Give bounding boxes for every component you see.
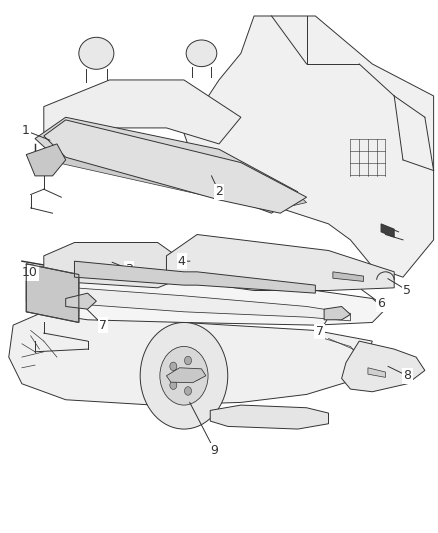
Polygon shape xyxy=(166,235,394,290)
Polygon shape xyxy=(74,261,315,293)
Polygon shape xyxy=(26,144,66,176)
Polygon shape xyxy=(184,16,434,277)
Circle shape xyxy=(140,322,228,429)
Ellipse shape xyxy=(79,37,114,69)
Text: 3: 3 xyxy=(125,263,133,276)
Polygon shape xyxy=(31,266,385,325)
Text: 7: 7 xyxy=(316,325,324,338)
Ellipse shape xyxy=(186,40,217,67)
Circle shape xyxy=(160,346,208,405)
Text: 4: 4 xyxy=(178,255,186,268)
Circle shape xyxy=(184,387,191,395)
Circle shape xyxy=(184,356,191,365)
Polygon shape xyxy=(35,117,298,213)
Polygon shape xyxy=(9,312,372,405)
Polygon shape xyxy=(333,272,364,281)
Polygon shape xyxy=(44,120,307,213)
Circle shape xyxy=(170,381,177,390)
Polygon shape xyxy=(57,155,307,211)
Text: 6: 6 xyxy=(377,297,385,310)
Text: 8: 8 xyxy=(403,369,411,382)
Text: 2: 2 xyxy=(215,185,223,198)
Text: 5: 5 xyxy=(403,284,411,297)
Circle shape xyxy=(170,362,177,370)
Text: 9: 9 xyxy=(211,444,219,457)
Polygon shape xyxy=(368,368,385,377)
Polygon shape xyxy=(210,405,328,429)
Text: 1: 1 xyxy=(21,124,29,137)
Polygon shape xyxy=(166,368,206,383)
Text: 7: 7 xyxy=(99,319,107,332)
Polygon shape xyxy=(26,264,79,322)
Polygon shape xyxy=(53,288,350,321)
Polygon shape xyxy=(44,80,241,144)
Circle shape xyxy=(194,372,201,380)
Polygon shape xyxy=(44,243,184,288)
Polygon shape xyxy=(66,293,96,309)
Polygon shape xyxy=(324,306,350,320)
Text: 10: 10 xyxy=(22,266,38,279)
Polygon shape xyxy=(381,224,394,237)
Polygon shape xyxy=(342,341,425,392)
